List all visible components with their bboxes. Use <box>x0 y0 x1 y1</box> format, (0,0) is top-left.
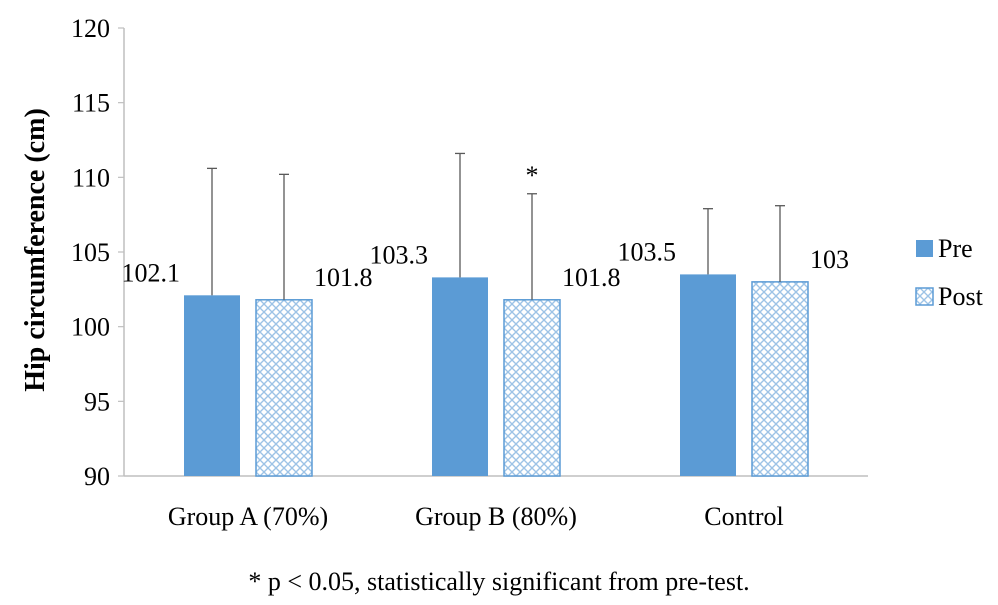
y-axis-title: Hip circumference (cm) <box>20 108 51 392</box>
bar-pre <box>680 274 736 476</box>
bar-pre <box>432 277 488 476</box>
y-tick-label: 110 <box>72 163 110 192</box>
y-tick-label: 105 <box>71 238 110 267</box>
data-label: 103.3 <box>370 240 429 269</box>
legend-swatch-pre <box>916 240 933 257</box>
x-category-label: Control <box>704 502 783 531</box>
data-label: 103.5 <box>618 237 677 266</box>
bar-post <box>255 299 313 477</box>
legend-swatch-post <box>915 287 934 306</box>
data-label: 101.8 <box>562 263 621 292</box>
legend-label-post: Post <box>938 282 984 311</box>
bar-post <box>503 299 561 477</box>
y-tick-label: 100 <box>71 313 110 342</box>
data-label: 102.1 <box>122 258 181 287</box>
data-label: 103 <box>810 245 849 274</box>
plot-area: 90 95 100 105 110 115 120 Group A (70%) 102.1 101… <box>71 14 849 531</box>
y-tick-label: 90 <box>84 462 110 491</box>
legend: Pre Post <box>915 234 984 311</box>
y-tick-label: 115 <box>72 89 110 118</box>
x-category-label: Group B (80%) <box>415 502 577 531</box>
bar-pre <box>184 295 240 476</box>
legend-label-pre: Pre <box>938 234 973 263</box>
y-tick-label: 95 <box>84 387 110 416</box>
data-label: 101.8 <box>314 263 373 292</box>
x-category-label: Group A (70%) <box>168 502 328 531</box>
bar-chart: Hip circumference (cm) 90 95 100 105 110 115 1… <box>20 14 984 531</box>
y-tick-label: 120 <box>71 14 110 43</box>
bar-post <box>751 281 809 477</box>
significance-marker: * <box>526 161 539 190</box>
footnote: * p < 0.05, statistically significant fr… <box>248 567 750 596</box>
